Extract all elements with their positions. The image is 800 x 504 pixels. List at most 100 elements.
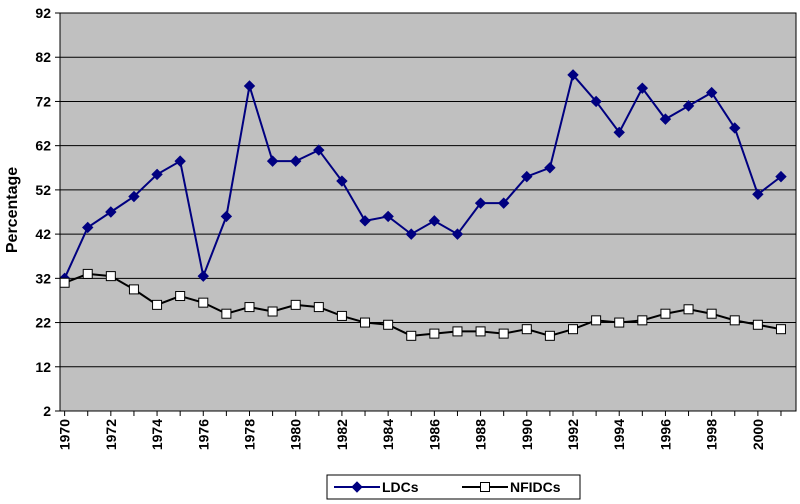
data-point	[544, 162, 556, 174]
y-tick-label: 82	[35, 49, 51, 65]
data-point	[521, 170, 533, 183]
y-tick-label: 22	[35, 315, 51, 331]
data-point	[360, 317, 371, 328]
data-point	[683, 304, 694, 315]
data-point	[521, 324, 532, 335]
data-point	[682, 100, 695, 112]
x-tick-label: 1972	[103, 419, 119, 450]
data-point	[220, 210, 233, 223]
data-point	[406, 330, 417, 341]
legend-item-nfidcs: NFIDCs	[462, 479, 561, 495]
data-point	[290, 299, 301, 310]
data-point	[405, 228, 417, 240]
y-tick-label: 42	[35, 226, 51, 242]
data-point	[105, 271, 116, 282]
data-point	[636, 82, 649, 94]
data-point	[152, 299, 163, 310]
data-point	[221, 308, 232, 319]
data-point	[590, 95, 602, 108]
x-tick-label: 1996	[657, 419, 673, 450]
x-tick-label: 1994	[611, 419, 627, 450]
y-tick-label: 32	[35, 270, 51, 286]
plot-frame	[59, 12, 797, 412]
data-point	[313, 144, 325, 156]
data-point	[568, 324, 579, 335]
plot-area	[60, 13, 796, 411]
x-tick-label: 1998	[704, 419, 720, 450]
data-point	[428, 215, 441, 227]
y-tick-label: 62	[35, 138, 51, 154]
data-point	[198, 297, 209, 308]
data-point	[313, 302, 324, 313]
series-layer	[58, 69, 787, 341]
data-point	[429, 328, 440, 339]
data-point	[383, 319, 394, 330]
data-point	[498, 328, 509, 339]
data-point	[266, 155, 279, 167]
x-tick-label: 1992	[565, 419, 581, 450]
data-point	[151, 168, 163, 181]
data-point	[497, 197, 510, 209]
y-axis-tick-labels: 2 12 22 32 42 52 62 72 82 92	[35, 5, 60, 419]
x-tick-label: 1976	[195, 419, 211, 450]
data-point	[752, 188, 764, 201]
data-point	[706, 308, 717, 319]
data-point	[752, 319, 763, 330]
x-tick-label: 2000	[750, 419, 766, 450]
data-point	[175, 291, 186, 302]
data-point	[382, 210, 394, 223]
data-point	[474, 197, 487, 209]
data-point	[775, 170, 787, 183]
data-point	[59, 277, 70, 288]
data-point	[775, 324, 786, 335]
legend-label: NFIDCs	[510, 479, 561, 495]
y-tick-label: 52	[35, 182, 51, 198]
data-point	[729, 122, 741, 134]
data-point	[128, 190, 140, 203]
y-axis-title: Percentage	[4, 167, 21, 253]
data-point	[659, 113, 672, 125]
data-point	[660, 308, 671, 319]
x-tick-label: 1990	[519, 419, 535, 450]
x-tick-label: 1984	[380, 419, 396, 450]
x-tick-label: 1974	[149, 419, 165, 450]
data-point	[452, 326, 463, 337]
data-point	[243, 80, 256, 92]
x-axis-tick-labels: 1970 1972 1974 1976 1978 1980 1982 1984 1986 1988…	[57, 411, 782, 450]
data-point	[475, 326, 486, 337]
y-tick-label: 72	[35, 93, 51, 109]
series-line-ldcs	[63, 72, 782, 280]
legend-marker	[480, 482, 490, 492]
data-point	[336, 310, 347, 321]
data-point	[197, 270, 209, 282]
x-tick-label: 1980	[288, 419, 304, 450]
data-point	[544, 330, 555, 341]
x-tick-label: 1988	[473, 419, 489, 450]
data-point	[289, 155, 302, 167]
x-tick-label: 1978	[241, 419, 257, 450]
data-point	[105, 206, 117, 218]
data-point	[82, 268, 93, 279]
legend-item-ldcs: LDCs	[334, 479, 419, 495]
series-nfidcs	[59, 268, 786, 341]
data-point	[614, 317, 625, 328]
x-tick-label: 1982	[334, 419, 350, 450]
data-point	[637, 315, 648, 326]
data-point	[359, 215, 371, 227]
data-point	[729, 315, 740, 326]
data-point	[567, 69, 579, 81]
legend-label: LDCs	[382, 479, 419, 495]
data-point	[128, 284, 139, 295]
data-point	[82, 221, 94, 234]
data-point	[174, 155, 186, 167]
y-tick-label: 92	[35, 5, 51, 21]
data-point	[591, 315, 602, 326]
y-tick-label: 2	[43, 403, 51, 419]
legend: LDCs NFIDCs	[326, 474, 581, 500]
data-point	[244, 302, 255, 313]
data-point	[705, 86, 718, 99]
data-point	[267, 306, 278, 317]
legend-marker	[351, 481, 363, 493]
x-tick-label: 1970	[57, 419, 73, 450]
